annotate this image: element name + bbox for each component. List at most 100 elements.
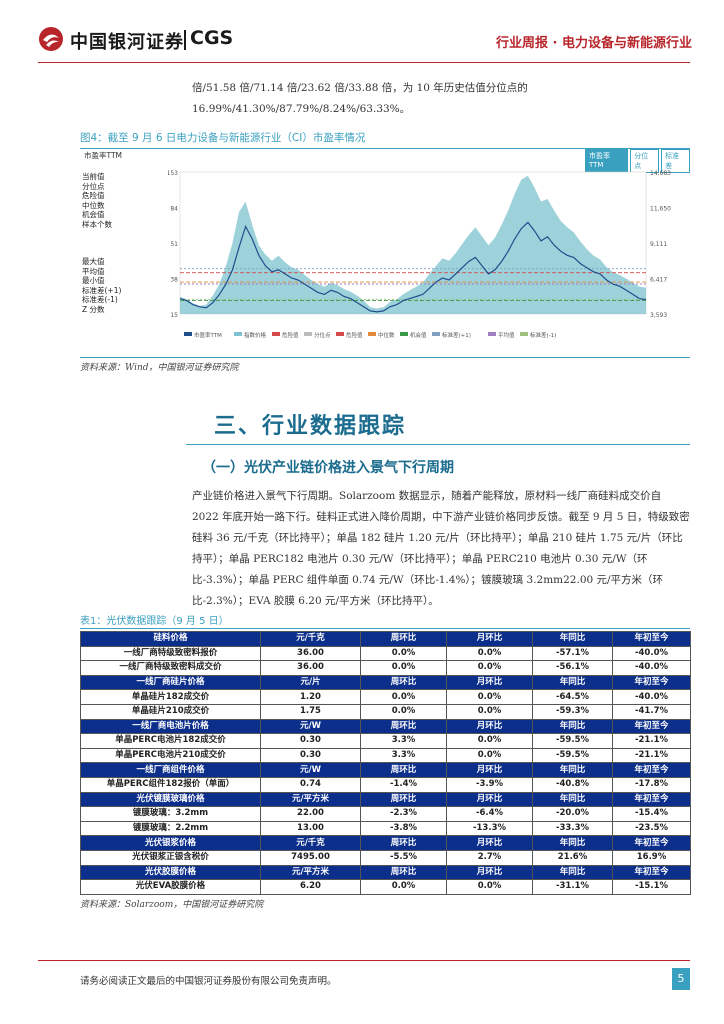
table-cell: 3.3%	[360, 747, 447, 764]
table-header-row: 硅料价格 元/千克 周环比 月环比 年同比 年初至今	[80, 631, 691, 647]
table-header-row: 一线厂商硅片价格 元/片 周环比 月环比 年同比 年初至今	[80, 674, 691, 691]
table-cell: 镀膜玻璃：2.2mm	[80, 820, 261, 837]
table-cell: 月环比	[446, 631, 533, 647]
stat-label: Z 分数	[82, 304, 105, 314]
table-cell: 单晶硅片182成交价	[80, 689, 261, 705]
table-cell: 元/片	[260, 674, 361, 691]
table-cell: 月环比	[446, 791, 533, 808]
table-cell: -40.0%	[612, 645, 691, 662]
legend-label: 标准差(+1)	[442, 331, 471, 339]
chart-tabs: 市盈率TTM 分位点 标准差	[585, 149, 690, 173]
table-cell: 2.7%	[446, 849, 533, 866]
table-header-row: 一线厂商组件价格 元/W 周环比 月环比 年同比 年初至今	[80, 762, 691, 778]
legend-swatch	[488, 332, 496, 336]
table-cell: -23.5%	[612, 820, 691, 837]
table-cell: 0.0%	[360, 660, 447, 676]
table-cell: -40.8%	[532, 776, 613, 793]
table-cell: -15.4%	[612, 806, 691, 822]
left-axis-tick: 51	[170, 241, 178, 248]
table-row: 一线厂商特级致密料报价 36.00 0.0% 0.0% -57.1% -40.0%	[80, 645, 691, 662]
table-cell: 0.74	[260, 776, 361, 793]
legend-swatch	[304, 332, 312, 336]
table-cell: 一线厂商硅片价格	[80, 674, 261, 691]
table-cell: 镀膜玻璃：3.2mm	[80, 806, 261, 822]
stat-label: 当前值	[82, 172, 105, 181]
table-cell: 周环比	[360, 835, 447, 851]
table-cell: 0.0%	[360, 879, 447, 895]
legend-label: 标准差(-1)	[530, 331, 556, 339]
table-row: 光伏银浆正银含税价 7495.00 -5.5% 2.7% 21.6% 16.9%	[80, 849, 691, 866]
table-cell: 月环比	[446, 864, 533, 881]
table-cell: 1.20	[260, 689, 361, 705]
table-cell: 元/W	[260, 762, 361, 778]
table-header-row: 光伏镀膜玻璃价格 元/平方米 周环比 月环比 年同比 年初至今	[80, 791, 691, 808]
table-cell: 年同比	[532, 864, 613, 881]
stat-label: 最小值	[82, 276, 105, 286]
table-cell: 周环比	[360, 864, 447, 881]
table-cell: -15.1%	[612, 879, 691, 895]
legend-swatch	[520, 332, 528, 336]
right-axis-tick: 9,111	[650, 241, 667, 248]
table-cell: -3.8%	[360, 820, 447, 837]
table-cell: 3.3%	[360, 733, 447, 749]
table-cell: 元/平方米	[260, 791, 361, 808]
table-row: 单晶硅片210成交价 1.75 0.0% 0.0% -59.3% -41.7%	[80, 703, 691, 720]
table-cell: 单晶PERC组件182报价（单面）	[80, 776, 261, 793]
right-axis-tick: 6,417	[650, 277, 667, 284]
footer-disclaimer: 请务必阅读正文最后的中国银河证券股份有限公司免责声明。	[80, 976, 337, 987]
table-cell: 0.0%	[446, 879, 533, 895]
chart-tab[interactable]: 标准差	[661, 149, 690, 173]
table-cell: 年同比	[532, 791, 613, 808]
stat-label: 标准差(+1)	[82, 285, 122, 295]
table-cell: 0.0%	[446, 733, 533, 749]
stat-label: 分位点	[82, 181, 105, 191]
table-cell: -21.1%	[612, 747, 691, 764]
stat-label: 危险值	[82, 191, 105, 201]
legend-swatch	[272, 332, 280, 336]
pe-ratio-chart: 153 84 51 38 15 14,683 11,650 9,111 6,417 3,593 市盈…	[168, 170, 671, 339]
table-cell: 单晶硅片210成交价	[80, 703, 261, 720]
footer-divider	[38, 960, 690, 961]
table-cell: 6.20	[260, 879, 361, 895]
table-cell: 年初至今	[612, 864, 691, 881]
table-cell: -20.0%	[532, 806, 613, 822]
table-row: 镀膜玻璃：2.2mm 13.00 -3.8% -13.3% -33.3% -23.5%	[80, 820, 691, 837]
left-axis-tick: 38	[170, 277, 178, 284]
table-cell: 年同比	[532, 674, 613, 691]
legend-label: 危险值	[282, 331, 299, 339]
company-logo: 中国银河证券 CGS	[38, 24, 238, 56]
table-cell: 年同比	[532, 835, 613, 851]
left-axis-tick: 15	[170, 312, 178, 319]
figure-top-rule	[80, 148, 690, 149]
table-cell: 单晶PERC电池片210成交价	[80, 747, 261, 764]
table-row: 光伏EVA胶膜价格 6.20 0.0% 0.0% -31.1% -15.1%	[80, 879, 691, 895]
table-row: 单晶PERC电池片182成交价 0.30 3.3% 0.0% -59.5% -21.1%	[80, 733, 691, 749]
legend-label: 市盈率TTM	[194, 331, 222, 339]
section-title: 三、行业数据跟踪	[214, 414, 407, 439]
table-cell: 年初至今	[612, 718, 691, 735]
figure-bottom-rule	[80, 357, 690, 358]
pv-price-table: 硅料价格 元/千克 周环比 月环比 年同比 年初至今 一线厂商特级致密料报价 36.00 0.0…	[80, 631, 691, 895]
legend-swatch	[234, 332, 242, 336]
table-cell: -59.3%	[532, 703, 613, 720]
table-cell: 13.00	[260, 820, 361, 837]
stat-label: 标准差(-1)	[82, 295, 118, 305]
table-cell: 0.30	[260, 733, 361, 749]
table-cell: 周环比	[360, 718, 447, 735]
brand-separator	[184, 30, 186, 50]
table-cell: 月环比	[446, 718, 533, 735]
stat-label: 平均值	[82, 266, 105, 276]
table-cell: 21.6%	[532, 849, 613, 866]
table-cell: 1.75	[260, 703, 361, 720]
chart-tab[interactable]: 市盈率TTM	[585, 149, 629, 173]
legend-label: 分位点	[314, 331, 331, 339]
table-cell: -21.1%	[612, 733, 691, 749]
table-cell: 0.0%	[446, 660, 533, 676]
table-cell: 年初至今	[612, 762, 691, 778]
table-cell: 硅料价格	[80, 631, 261, 647]
table-cell: 一线厂商电池片价格	[80, 718, 261, 735]
table-cell: -41.7%	[612, 703, 691, 720]
chart-tab[interactable]: 分位点	[630, 149, 660, 173]
legend-label: 平均值	[498, 331, 515, 339]
